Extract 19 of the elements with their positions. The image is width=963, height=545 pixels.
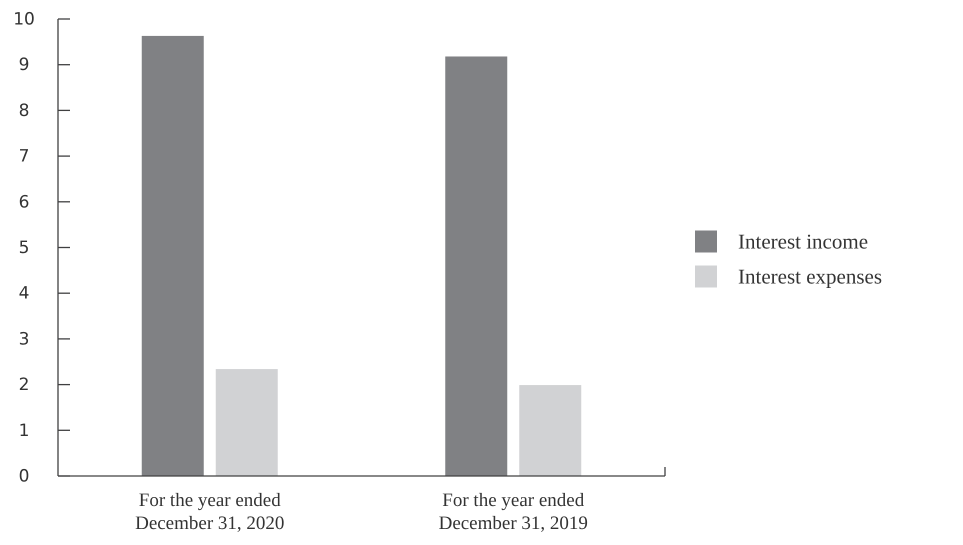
bar	[445, 56, 508, 476]
legend-label: Interest expenses	[738, 264, 882, 288]
y-tick-label: 8	[18, 100, 30, 121]
y-tick-label: 10	[13, 9, 35, 30]
y-tick-label: 4	[18, 284, 30, 304]
y-tick-label: 6	[18, 192, 30, 212]
legend-label: Interest income	[738, 230, 868, 254]
bar	[216, 369, 278, 476]
y-tick-label: 1	[18, 420, 30, 441]
y-tick-label: 3	[18, 329, 30, 350]
y-tick-label: 7	[18, 146, 30, 167]
bar	[519, 385, 582, 476]
y-tick-label: 5	[18, 238, 30, 258]
x-tick-label: For the year ended December 31, 2019	[438, 490, 588, 534]
y-tick-label: 9	[18, 55, 30, 76]
y-tick-label: 2	[18, 375, 30, 396]
bar	[142, 36, 204, 476]
y-tick-label: 0	[18, 466, 30, 486]
x-tick-label: For the year ended December 31, 2020	[135, 490, 284, 534]
